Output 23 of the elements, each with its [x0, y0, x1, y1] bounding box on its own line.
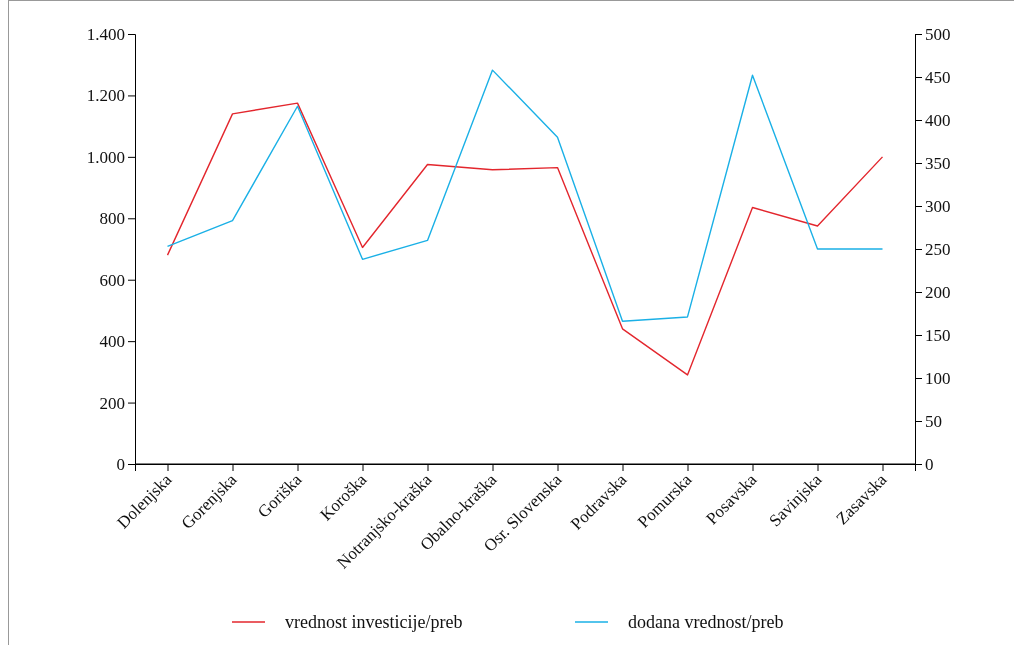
y-tick-label: 600 — [99, 270, 125, 290]
line-series — [166, 69, 884, 322]
line-series — [166, 102, 884, 376]
y2-tick-label: 400 — [925, 110, 951, 130]
y2-tick-label: 0 — [925, 454, 934, 474]
y2-tick-label: 350 — [925, 153, 951, 173]
y2-tick-label: 500 — [925, 24, 951, 44]
legend-label: dodana vrednost/preb — [628, 612, 784, 632]
legend-label: vrednost investicije/preb — [285, 612, 463, 632]
y-tick-label: 0 — [116, 454, 125, 474]
y2-tick-label: 250 — [925, 239, 951, 259]
y-tick-label: 1.000 — [86, 147, 125, 167]
y-tick-label: 400 — [99, 332, 125, 352]
y2-tick-label: 150 — [925, 325, 951, 345]
y2-tick-label: 450 — [925, 67, 951, 87]
y-tick-label: 200 — [99, 393, 125, 413]
y-tick-label: 1.200 — [86, 86, 125, 106]
y-tick-label: 1.400 — [86, 24, 125, 44]
y2-tick-label: 200 — [925, 282, 951, 302]
y2-tick-label: 300 — [925, 196, 951, 216]
y-tick-label: 800 — [99, 209, 125, 229]
y2-tick-label: 50 — [925, 411, 942, 431]
y2-tick-label: 100 — [925, 368, 951, 388]
